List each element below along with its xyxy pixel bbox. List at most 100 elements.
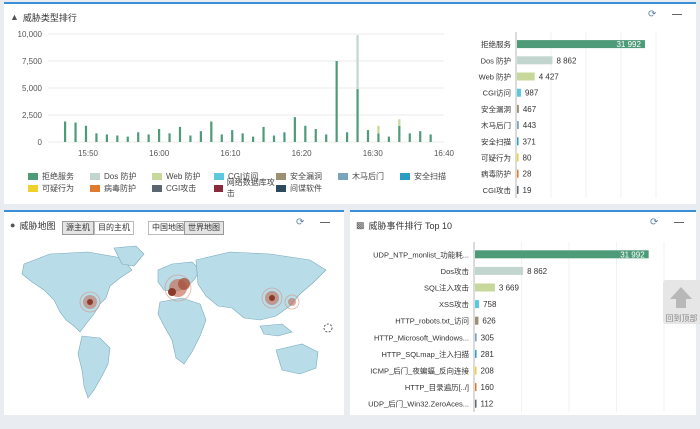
x-tick-label: 16:20 [292, 149, 313, 158]
timeline-bar[interactable] [147, 134, 150, 142]
world-map-button[interactable]: 世界地图 [184, 221, 224, 235]
timeline-bar[interactable] [74, 122, 77, 142]
ranking-bar[interactable] [517, 153, 519, 162]
ranking-bar[interactable] [517, 88, 521, 97]
ranking-bar[interactable] [517, 104, 519, 113]
legend-item[interactable]: Dos 防护 [90, 170, 152, 182]
timeline-bar[interactable] [398, 125, 401, 142]
ranking-bar[interactable] [475, 333, 477, 342]
timeline-bar[interactable] [293, 117, 296, 142]
legend-swatch [400, 172, 410, 180]
timeline-bar[interactable] [325, 134, 328, 142]
timeline-bar[interactable] [366, 130, 370, 142]
timeline-bar[interactable] [220, 134, 223, 142]
legend-item[interactable]: CGI攻击 [152, 182, 214, 194]
legend-item[interactable]: CGI访问 [214, 170, 276, 182]
legend-item[interactable]: Web 防护 [152, 170, 214, 182]
ranking-bar[interactable] [517, 56, 553, 65]
refresh-icon[interactable]: ⟳ [296, 217, 305, 228]
category-label: CGI访问 [483, 88, 511, 98]
timeline-bar[interactable] [398, 119, 401, 126]
target-host-button[interactable]: 目的主机 [94, 221, 134, 235]
timeline-bar[interactable] [252, 136, 255, 142]
timeline-bar[interactable] [419, 131, 422, 142]
timeline-bar[interactable] [346, 132, 349, 142]
timeline-bar[interactable] [387, 136, 390, 142]
ranking-bar[interactable] [517, 185, 519, 194]
legend-item[interactable]: 安全扫描 [400, 170, 462, 182]
ranking-bar[interactable] [517, 121, 519, 130]
loading-spinner-icon [323, 323, 333, 333]
timeline-bar[interactable] [377, 133, 380, 142]
timeline-bar[interactable] [241, 133, 244, 142]
refresh-icon[interactable]: ⟳ [648, 9, 657, 20]
ranking-bar[interactable] [475, 316, 479, 325]
timeline-bar[interactable] [137, 132, 140, 142]
back-to-top-button[interactable]: 回到顶部 [663, 280, 700, 324]
hotspot-japan[interactable] [284, 294, 300, 310]
timeline-chart: 10,000 7,500 5,000 2,500 0 15:50 16:00 16:10 16:… [18, 30, 454, 158]
timeline-bar[interactable] [408, 133, 411, 142]
timeline-bar[interactable] [158, 129, 161, 142]
event-ranking-panel: ▩ 威胁事件排行 Top 10 ⟳ — UDP_NTP_monlist_功能耗.… [350, 210, 696, 415]
ranking-bar[interactable] [475, 266, 524, 275]
ranking-bar[interactable] [475, 250, 649, 259]
timeline-bar[interactable] [105, 134, 108, 142]
timeline-bar[interactable] [116, 135, 119, 142]
world-map[interactable] [10, 240, 340, 410]
legend-item[interactable]: 安全漏洞 [276, 170, 338, 182]
timeline-bar[interactable] [168, 133, 171, 142]
timeline-bar[interactable] [335, 61, 338, 142]
ranking-bar[interactable] [475, 383, 477, 392]
ranking-bar[interactable] [517, 40, 645, 49]
timeline-bar[interactable] [429, 134, 432, 142]
timeline-bar[interactable] [189, 135, 192, 142]
timeline-bar[interactable] [231, 130, 234, 142]
timeline-bar[interactable] [377, 125, 380, 134]
minimize-icon[interactable]: — [674, 217, 684, 228]
minimize-icon[interactable]: — [320, 217, 330, 228]
timeline-bar[interactable] [262, 126, 265, 142]
category-label: 可疑行为 [481, 153, 511, 163]
ranking-bar[interactable] [475, 283, 495, 292]
refresh-icon[interactable]: ⟳ [650, 217, 659, 228]
legend-item[interactable]: 网络数据库攻击 [214, 178, 276, 198]
legend-item[interactable]: 拒绝服务 [28, 170, 90, 182]
timeline-bar[interactable] [199, 131, 202, 142]
minimize-icon[interactable]: — [672, 9, 682, 20]
source-host-button[interactable]: 源主机 [62, 221, 94, 235]
timeline-bar[interactable] [84, 125, 88, 142]
legend-item[interactable]: 病毒防护 [90, 182, 152, 194]
hotspot-north-america[interactable] [79, 291, 101, 313]
hotspot-europe[interactable] [164, 274, 192, 302]
arrow-up-icon [670, 287, 692, 308]
timeline-bar[interactable] [95, 133, 98, 142]
ranking-bar[interactable] [475, 349, 477, 358]
ranking-bar[interactable] [475, 399, 477, 408]
ranking-bar[interactable] [475, 366, 477, 375]
timeline-bar[interactable] [126, 136, 129, 142]
hotspot-east-asia[interactable] [261, 287, 283, 309]
ranking-bar[interactable] [517, 72, 535, 81]
africa-landmass [157, 297, 207, 365]
legend-item[interactable]: 间谍软件 [276, 182, 338, 194]
timeline-bar[interactable] [272, 135, 276, 142]
timeline-bar[interactable] [64, 121, 67, 142]
legend-item[interactable]: 可疑行为 [28, 182, 90, 194]
timeline-bar[interactable] [283, 132, 286, 142]
timeline-bar[interactable] [356, 89, 359, 142]
timeline-bar[interactable] [304, 125, 307, 142]
x-tick-label: 15:50 [78, 149, 99, 158]
ranking-bar[interactable] [517, 169, 519, 178]
category-label: UDP_后门_Win32.ZeroAces... [368, 399, 469, 409]
legend-item[interactable]: 木马后门 [338, 170, 400, 182]
ranking-bar[interactable] [517, 137, 519, 146]
ranking-bar[interactable] [475, 300, 480, 309]
timeline-bar[interactable] [314, 129, 317, 142]
timeline-bar[interactable] [210, 121, 213, 142]
legend-label: 安全漏洞 [290, 171, 322, 181]
timeline-bar[interactable] [178, 126, 182, 142]
timeline-bar[interactable] [356, 35, 359, 90]
southeast-asia-landmass [259, 323, 293, 337]
china-map-button[interactable]: 中国地图 [148, 221, 188, 235]
